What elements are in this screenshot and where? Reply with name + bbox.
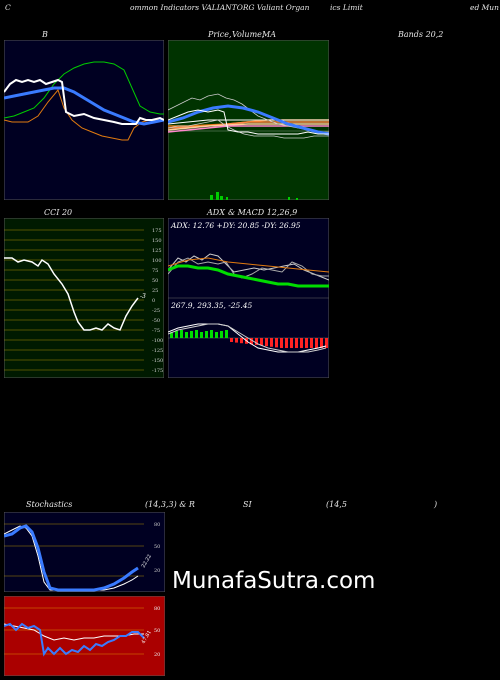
- macd-hist-bar: [225, 330, 228, 338]
- header-title-3: ed Mun: [470, 3, 499, 12]
- macd-hist-bar: [260, 338, 263, 346]
- macd-hist-bar: [255, 338, 258, 345]
- cci-tick-label: 75: [152, 268, 158, 274]
- macd-hist-bar: [295, 338, 298, 348]
- macd-hist-bar: [275, 338, 278, 348]
- macd-hist-bar: [250, 338, 253, 345]
- macd-hist-bar: [280, 338, 283, 348]
- macd-hist-bar: [310, 338, 313, 348]
- cci-tick-label: 150: [152, 238, 162, 244]
- cci-tick-label: 125: [152, 248, 162, 254]
- cci-tick-label: 50: [152, 278, 158, 284]
- adx-line: [168, 264, 329, 288]
- cci-value: -3: [140, 293, 146, 300]
- price-ma-blue: [168, 104, 329, 136]
- ma-label: MA: [262, 30, 276, 39]
- macd-hist-bar: [265, 338, 268, 347]
- rsi-params: (14,5: [326, 500, 347, 509]
- cci-tick-label: 100: [152, 258, 162, 264]
- cci-label: CCI 20: [44, 208, 73, 217]
- stoch-tick: 20: [154, 568, 160, 574]
- macd-hist-bar: [305, 338, 308, 348]
- price-ma-volume-chart: [168, 40, 329, 200]
- bands-label: Bands 20,2: [398, 30, 444, 39]
- adx-minus-di: [168, 257, 329, 279]
- macd-hist-bar: [285, 338, 288, 348]
- cci-line: [4, 257, 139, 331]
- macd-hist-bar: [210, 330, 213, 338]
- macd-values: 267.9, 293.35, -25.45: [170, 301, 252, 310]
- bollinger-label: B: [42, 30, 48, 39]
- macd-hist-bar: [175, 331, 178, 338]
- cci-tick-label: -150: [152, 358, 163, 364]
- adx-orange: [168, 257, 329, 273]
- macd-hist-bar: [315, 338, 318, 348]
- macd-hist-bar: [170, 332, 173, 338]
- cci-tick-label: -50: [152, 318, 160, 324]
- header-left: C: [5, 3, 11, 12]
- macd-hist-bar: [235, 338, 238, 343]
- stoch-label: Stochastics: [26, 500, 73, 509]
- macd-hist-bar: [215, 332, 218, 338]
- bollinger-upper-band: [4, 61, 164, 119]
- lower-band-line: [168, 119, 329, 139]
- header-title: ommon Indicators VALIANTORG Valiant Orga…: [130, 3, 310, 12]
- ma-line-d: [168, 125, 329, 133]
- macd-hist-bar: [240, 338, 243, 344]
- bollinger-price-line: [4, 78, 164, 125]
- macd-hist-bar: [200, 332, 203, 338]
- macd-hist-bar: [185, 332, 188, 338]
- cci-tick-label: -75: [152, 328, 160, 334]
- stoch-k-line: [4, 524, 139, 592]
- cci-tick-label: 25: [152, 288, 158, 294]
- rsi-params-close: ): [434, 500, 438, 509]
- stoch-tick: 80: [154, 522, 160, 528]
- rsi-label: SI: [243, 500, 252, 509]
- adx-title-b: & MACD 12,26,9: [228, 208, 298, 217]
- volume-label: Volume,: [232, 30, 265, 39]
- macd-hist-bar: [195, 330, 198, 338]
- macd-hist-bar: [290, 338, 293, 348]
- adx-title-a: ADX: [207, 208, 225, 217]
- adx-macd-chart: ADX: 12.76 +DY: 20.85 -DY: 26.95 267.9, …: [168, 218, 329, 378]
- macd-hist-bar: [270, 338, 273, 347]
- price-label: Price,: [208, 30, 232, 39]
- cci-tick-label: 0: [152, 298, 155, 304]
- rsi-tick: 80: [154, 606, 160, 612]
- watermark-logo: MunafaSutra.com: [172, 568, 376, 594]
- cci-tick-label: -100: [152, 338, 163, 344]
- rsi-tick: 20: [154, 652, 160, 658]
- rsi-chart: 80 50 20 47.81: [4, 596, 165, 676]
- header-title-2: ics Limit: [330, 3, 363, 12]
- macd-hist-bar: [325, 338, 328, 348]
- ma-line-e: [168, 119, 329, 125]
- adx-values: ADX: 12.76 +DY: 20.85 -DY: 26.95: [170, 221, 301, 230]
- cci-tick-label: 175: [152, 228, 162, 234]
- macd-hist-bar: [320, 338, 323, 348]
- cci-chart: 175 150 125 100 75 50 25 0 -25 -50 -75 -100 -125 -150…: [4, 218, 164, 378]
- rsi-line: [4, 622, 145, 657]
- cci-tick-label: -175: [152, 368, 163, 374]
- macd-signal: [168, 323, 327, 353]
- stoch-tick: 50: [154, 544, 160, 550]
- stoch-params: (14,3,3) & R: [145, 500, 195, 509]
- ma-line-c: [168, 123, 329, 131]
- volume-bars: [210, 192, 298, 200]
- macd-line: [168, 323, 327, 353]
- macd-hist-bar: [190, 331, 193, 338]
- macd-hist-bar: [180, 330, 183, 338]
- macd-hist-bar: [300, 338, 303, 348]
- macd-hist-bar: [205, 331, 208, 338]
- rsi-tick: 50: [154, 628, 160, 634]
- bollinger-chart: [4, 40, 164, 200]
- cci-tick-label: -125: [152, 348, 163, 354]
- cci-tick-label: -25: [152, 308, 160, 314]
- macd-hist-bar: [230, 338, 233, 342]
- price-line: [168, 109, 329, 135]
- stochastics-chart: 80 50 20 22.22: [4, 512, 165, 592]
- macd-hist-bar: [220, 331, 223, 338]
